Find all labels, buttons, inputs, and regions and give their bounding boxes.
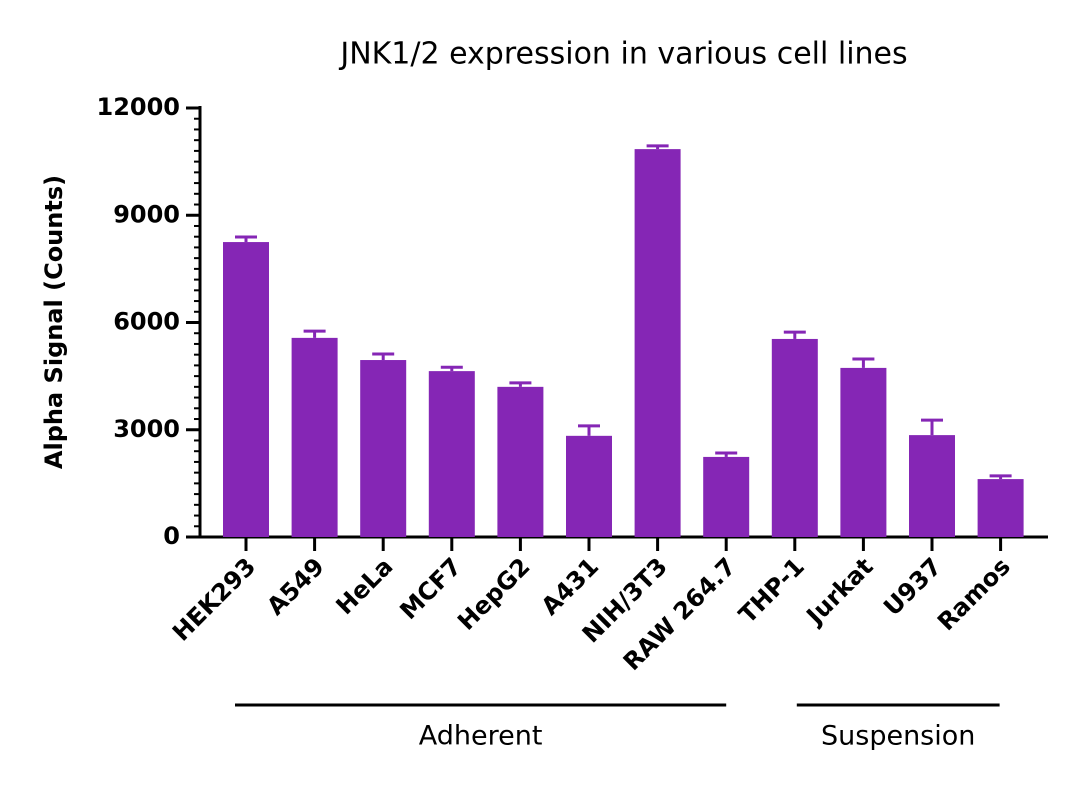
error-bar (646, 144, 669, 150)
bar (771, 338, 818, 537)
x-tick-label: HEK293 (167, 552, 261, 646)
bar (497, 386, 544, 537)
y-axis-label: Alpha Signal (Counts) (40, 175, 68, 469)
x-tick-label: HeLa (331, 552, 399, 620)
error-bar (715, 451, 738, 457)
error-bar (235, 235, 257, 243)
error-bar (852, 357, 875, 368)
error-bar (303, 329, 326, 338)
y-tick-label: 0 (163, 522, 180, 550)
bar (428, 371, 475, 537)
x-tick-label: THP-1 (733, 552, 810, 629)
error-bar (921, 418, 943, 436)
y-tick-label: 6000 (113, 308, 180, 336)
y-tick-label: 9000 (113, 200, 180, 228)
error-bar (440, 365, 463, 372)
error-bar (372, 352, 395, 361)
x-tick-label: HepG2 (452, 552, 535, 635)
bar (566, 435, 612, 537)
bar (291, 337, 338, 537)
x-tick-label: Jurkat (800, 552, 879, 631)
y-tick-label: 12000 (97, 93, 181, 121)
error-bar (783, 330, 806, 339)
error-bar (578, 424, 600, 436)
bar (703, 456, 750, 537)
x-tick-label: A549 (261, 552, 329, 620)
bar (977, 479, 1024, 537)
bar (223, 242, 269, 537)
bar (634, 149, 681, 538)
group-label: Adherent (419, 721, 543, 752)
group-label: Suspension (821, 721, 975, 752)
error-bar (989, 474, 1012, 480)
bar (909, 435, 955, 537)
y-tick-label: 3000 (113, 415, 180, 443)
x-tick-label: Ramos (932, 552, 1016, 636)
bar (360, 360, 407, 537)
chart-title: JNK1/2 expression in various cell lines (338, 37, 907, 72)
bar (840, 367, 887, 537)
error-bar (509, 381, 532, 387)
